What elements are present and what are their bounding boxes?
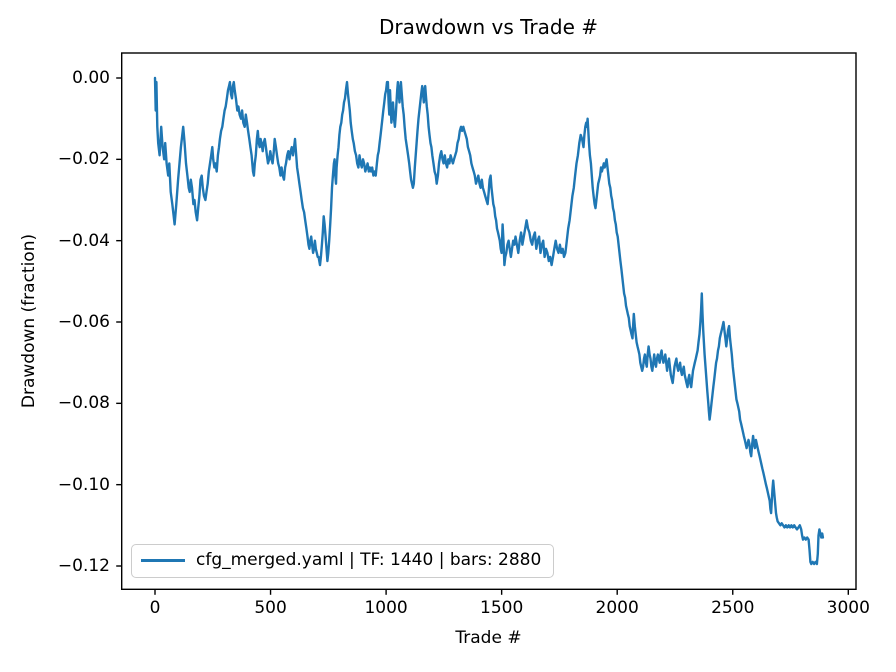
legend-label: cfg_merged.yaml | TF: 1440 | bars: 2880 — [196, 550, 542, 570]
y-tick-label: 0.00 — [72, 68, 110, 88]
legend-line-swatch — [141, 559, 185, 562]
x-tick-label: 3000 — [826, 598, 870, 618]
axes-frame — [120, 52, 857, 590]
y-tick-label: −0.10 — [57, 474, 110, 495]
y-tick-label: −0.04 — [57, 230, 110, 251]
chart-title: Drawdown vs Trade # — [378, 15, 599, 39]
y-tick-label: −0.12 — [57, 556, 110, 576]
x-tick-label: 2500 — [711, 598, 755, 618]
x-axis-label: Trade # — [455, 628, 522, 648]
drawdown-line — [153, 76, 825, 566]
y-tick-label: −0.02 — [57, 149, 110, 170]
x-tick-label: 0 — [149, 598, 161, 618]
x-tick-label: 500 — [254, 598, 287, 618]
x-tick-label: 1500 — [480, 598, 524, 618]
x-tick-label: 1000 — [364, 598, 408, 618]
y-tick-label: −0.08 — [57, 393, 110, 414]
x-tick-label: 2000 — [595, 598, 639, 618]
y-tick-label: −0.06 — [57, 312, 110, 332]
legend: cfg_merged.yaml | TF: 1440 | bars: 2880 — [131, 544, 555, 578]
